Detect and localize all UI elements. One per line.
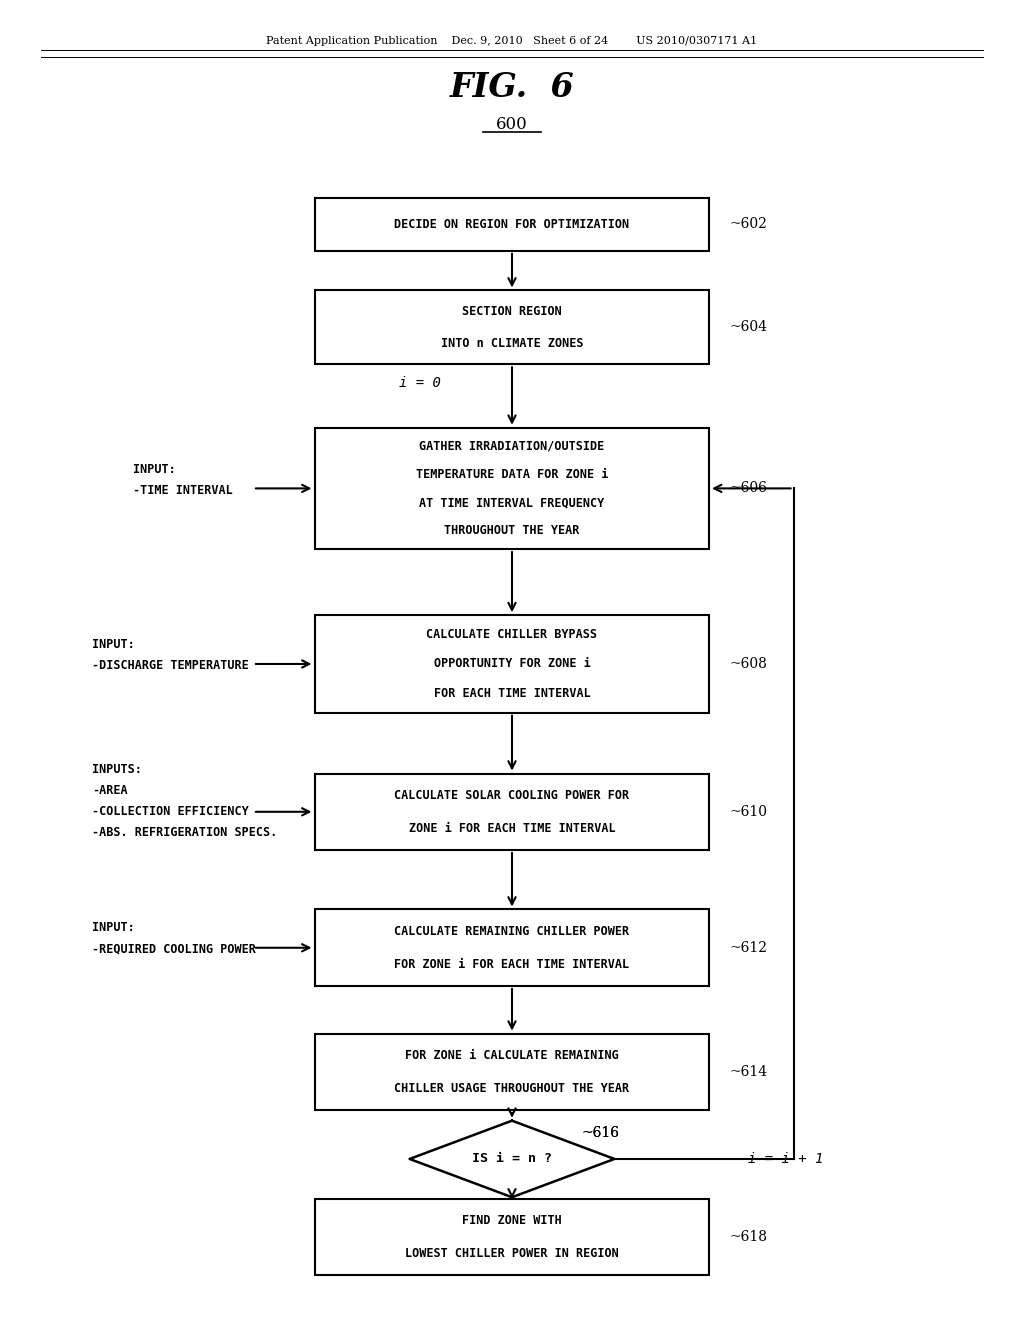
Text: LOWEST CHILLER POWER IN REGION: LOWEST CHILLER POWER IN REGION xyxy=(406,1247,618,1261)
Text: ~610: ~610 xyxy=(729,805,767,818)
Text: -DISCHARGE TEMPERATURE: -DISCHARGE TEMPERATURE xyxy=(92,659,249,672)
Text: -AREA: -AREA xyxy=(92,784,128,797)
Text: ZONE i FOR EACH TIME INTERVAL: ZONE i FOR EACH TIME INTERVAL xyxy=(409,822,615,836)
Text: ~612: ~612 xyxy=(729,941,767,954)
Text: FIND ZONE WITH: FIND ZONE WITH xyxy=(462,1213,562,1226)
Bar xyxy=(315,290,709,364)
Text: ~608: ~608 xyxy=(729,657,767,671)
Text: IS i = n ?: IS i = n ? xyxy=(472,1152,552,1166)
Text: ~602: ~602 xyxy=(729,218,767,231)
Text: OPPORTUNITY FOR ZONE i: OPPORTUNITY FOR ZONE i xyxy=(433,657,591,671)
Text: CALCULATE CHILLER BYPASS: CALCULATE CHILLER BYPASS xyxy=(427,628,597,642)
Text: THROUGHOUT THE YEAR: THROUGHOUT THE YEAR xyxy=(444,524,580,537)
Text: AT TIME INTERVAL FREQUENCY: AT TIME INTERVAL FREQUENCY xyxy=(420,496,604,510)
Text: INPUTS:: INPUTS: xyxy=(92,763,142,776)
Text: ~604: ~604 xyxy=(729,321,767,334)
Text: ~616: ~616 xyxy=(582,1126,620,1139)
Text: FOR EACH TIME INTERVAL: FOR EACH TIME INTERVAL xyxy=(433,686,591,700)
Bar xyxy=(315,428,709,549)
Text: GATHER IRRADIATION/OUTSIDE: GATHER IRRADIATION/OUTSIDE xyxy=(420,440,604,453)
Text: FOR ZONE i CALCULATE REMAINING: FOR ZONE i CALCULATE REMAINING xyxy=(406,1048,618,1061)
Text: Patent Application Publication    Dec. 9, 2010   Sheet 6 of 24        US 2010/03: Patent Application Publication Dec. 9, 2… xyxy=(266,36,758,46)
Text: DECIDE ON REGION FOR OPTIMIZATION: DECIDE ON REGION FOR OPTIMIZATION xyxy=(394,218,630,231)
Bar xyxy=(315,198,709,251)
Text: -ABS. REFRIGERATION SPECS.: -ABS. REFRIGERATION SPECS. xyxy=(92,826,278,840)
Text: 600: 600 xyxy=(496,116,528,132)
Bar xyxy=(315,1034,709,1110)
Bar xyxy=(315,909,709,986)
Text: INPUT:: INPUT: xyxy=(92,921,135,935)
Text: ~618: ~618 xyxy=(729,1230,767,1243)
Text: INTO n CLIMATE ZONES: INTO n CLIMATE ZONES xyxy=(440,337,584,350)
Text: i = 0: i = 0 xyxy=(399,376,441,389)
Bar xyxy=(315,1199,709,1275)
Bar xyxy=(315,615,709,713)
Text: -REQUIRED COOLING POWER: -REQUIRED COOLING POWER xyxy=(92,942,256,956)
Text: INPUT:: INPUT: xyxy=(92,638,135,651)
Bar xyxy=(315,774,709,850)
Text: CALCULATE REMAINING CHILLER POWER: CALCULATE REMAINING CHILLER POWER xyxy=(394,924,630,937)
Text: -COLLECTION EFFICIENCY: -COLLECTION EFFICIENCY xyxy=(92,805,249,818)
Text: ~616: ~616 xyxy=(582,1126,620,1139)
Text: INPUT:: INPUT: xyxy=(133,463,176,477)
Text: ~614: ~614 xyxy=(729,1065,767,1078)
Text: CALCULATE SOLAR COOLING POWER FOR: CALCULATE SOLAR COOLING POWER FOR xyxy=(394,788,630,801)
Text: -TIME INTERVAL: -TIME INTERVAL xyxy=(133,484,232,498)
Text: SECTION REGION: SECTION REGION xyxy=(462,305,562,318)
Text: i = i + 1: i = i + 1 xyxy=(748,1152,823,1166)
Text: FOR ZONE i FOR EACH TIME INTERVAL: FOR ZONE i FOR EACH TIME INTERVAL xyxy=(394,958,630,972)
Text: ~606: ~606 xyxy=(729,482,767,495)
Text: CHILLER USAGE THROUGHOUT THE YEAR: CHILLER USAGE THROUGHOUT THE YEAR xyxy=(394,1082,630,1096)
Text: FIG.  6: FIG. 6 xyxy=(450,70,574,103)
Text: TEMPERATURE DATA FOR ZONE i: TEMPERATURE DATA FOR ZONE i xyxy=(416,467,608,480)
